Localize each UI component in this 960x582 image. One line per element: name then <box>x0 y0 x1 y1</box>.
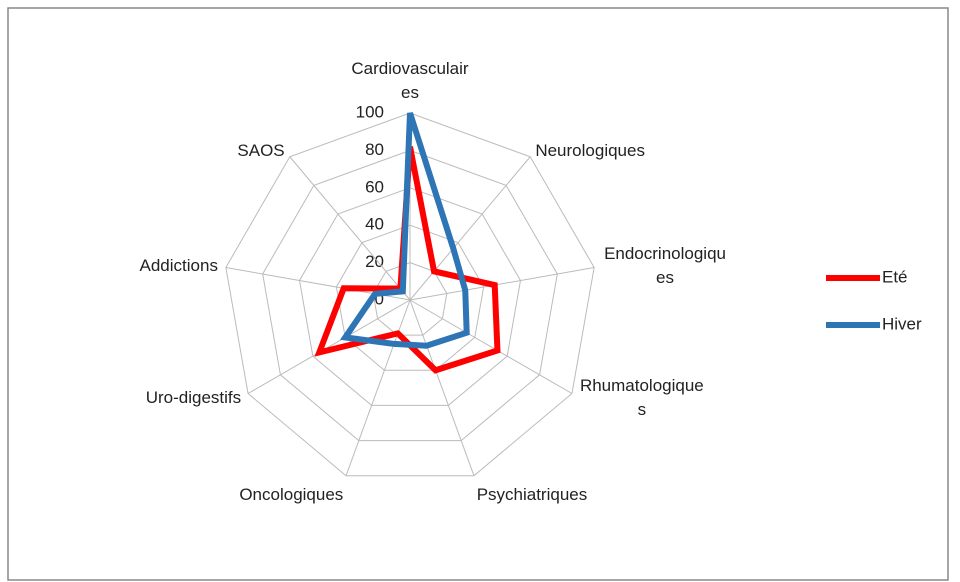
category-label: Endocrinologiques <box>604 244 726 288</box>
grid-ring <box>225 112 595 477</box>
category-label: Uro-digestifs <box>145 387 242 407</box>
axis-spoke <box>409 156 531 301</box>
category-label: Cardiovasculaires <box>351 59 469 102</box>
legend-label: Eté <box>882 267 908 286</box>
axis-spoke <box>409 267 595 301</box>
axis-spoke <box>409 299 475 476</box>
axis-spoke <box>247 299 411 394</box>
r-tick-label: 20 <box>365 252 384 271</box>
category-label: Oncologiques <box>239 485 344 505</box>
frame <box>7 7 949 581</box>
r-tick-label: 40 <box>365 215 384 234</box>
grid-ring <box>298 187 522 406</box>
category-label: Psychiatriques <box>476 485 588 505</box>
grid-ring <box>262 149 558 442</box>
r-tick-label: 60 <box>365 177 384 196</box>
series-line <box>339 112 470 349</box>
axis-spoke <box>345 299 411 476</box>
r-tick-label: 0 <box>375 289 384 308</box>
legend-label: Hiver <box>882 314 922 333</box>
category-label: Addictions <box>139 256 218 276</box>
axis-spoke <box>289 156 411 301</box>
category-label: Rhumatologiques <box>579 375 704 419</box>
grid-ring <box>335 224 485 371</box>
r-tick-label: 100 <box>356 102 384 121</box>
category-label: Neurologiques <box>535 140 645 160</box>
axis-spoke <box>409 299 573 394</box>
category-label: SAOS <box>237 140 285 160</box>
r-tick-label: 80 <box>365 140 384 159</box>
grid-ring <box>372 262 448 336</box>
